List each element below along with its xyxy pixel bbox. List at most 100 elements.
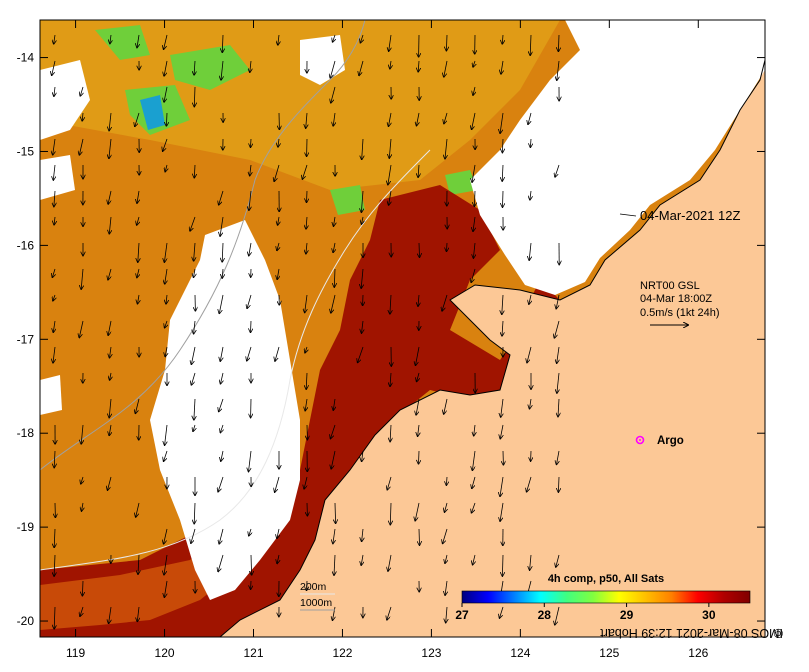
- current-vector: [54, 86, 55, 96]
- current-vector: [218, 476, 224, 492]
- current-vector: [331, 86, 336, 103]
- current-vector: [54, 190, 55, 207]
- current-vector: [137, 34, 139, 48]
- current-vector: [194, 398, 195, 420]
- current-vector: [249, 190, 251, 210]
- argo-float-icon: [635, 435, 645, 445]
- current-vector: [416, 346, 420, 365]
- current-vector: [165, 424, 167, 445]
- axis-ticks: [40, 20, 765, 637]
- current-vector: [222, 34, 223, 52]
- current-vector: [502, 294, 503, 314]
- current-vector: [53, 294, 55, 301]
- current-vector: [331, 450, 336, 469]
- current-vector: [446, 606, 447, 623]
- current-vector: [527, 346, 532, 363]
- current-vector: [362, 216, 364, 224]
- current-vector: [165, 268, 167, 284]
- current-vector: [53, 164, 55, 180]
- current-vector: [304, 476, 308, 489]
- current-vector: [473, 60, 475, 67]
- current-vector: [306, 216, 307, 229]
- current-vector: [331, 424, 336, 439]
- current-vector: [108, 476, 112, 490]
- current-vector: [335, 502, 336, 523]
- current-vector: [361, 268, 363, 288]
- current-vector: [52, 60, 56, 75]
- current-vector: [164, 450, 168, 461]
- contour-legend-deep: 1000m: [300, 597, 332, 609]
- current-vector: [557, 60, 559, 80]
- current-vector: [444, 112, 448, 124]
- current-vector: [219, 528, 224, 544]
- current-vector: [389, 138, 391, 158]
- current-vector: [221, 60, 223, 80]
- current-vector: [445, 138, 447, 159]
- current-vector: [419, 242, 420, 257]
- lat-tick-label: -20: [17, 614, 35, 628]
- current-vector: [194, 164, 195, 178]
- current-vector: [388, 164, 392, 185]
- current-vector: [221, 450, 223, 461]
- current-vector: [528, 112, 532, 124]
- current-vector: [54, 216, 55, 225]
- current-vector: [275, 476, 280, 492]
- current-vector: [417, 112, 420, 126]
- currents-time-label: 04-Mar 18:00Z: [640, 293, 712, 305]
- current-vector: [390, 60, 391, 69]
- current-vector: [446, 34, 447, 51]
- current-vector: [164, 580, 167, 597]
- current-vector: [444, 60, 448, 77]
- current-vector: [388, 554, 392, 571]
- current-vector: [362, 320, 364, 333]
- current-vector: [53, 346, 55, 363]
- depth-contour-legend: 200m 1000m: [300, 581, 335, 611]
- current-vector: [220, 424, 223, 433]
- current-vector: [277, 242, 279, 250]
- current-vector: [109, 424, 111, 435]
- current-vector: [79, 320, 84, 338]
- current-vector: [501, 398, 503, 417]
- current-vector: [334, 216, 336, 226]
- current-vector: [473, 554, 475, 565]
- current-vector: [82, 112, 83, 121]
- current-vector: [358, 346, 364, 363]
- current-vector: [81, 424, 83, 444]
- current-vector: [302, 164, 308, 179]
- current-vector: [387, 476, 392, 490]
- current-vector: [529, 294, 531, 304]
- lon-tick-label: 122: [332, 646, 352, 660]
- current-vector: [110, 34, 111, 44]
- current-vector: [502, 554, 503, 576]
- current-vector: [138, 554, 139, 574]
- current-vector: [54, 528, 55, 547]
- current-vector: [500, 112, 504, 133]
- current-vector: [333, 606, 336, 620]
- current-vector: [194, 502, 195, 524]
- current-vector: [136, 502, 140, 517]
- colorbar-title: 4h comp, p50, All Sats: [548, 573, 664, 585]
- current-vector: [558, 476, 559, 492]
- current-vector: [191, 372, 196, 385]
- current-vector: [222, 268, 223, 278]
- lat-tick-label: -18: [17, 426, 35, 440]
- current-vector: [500, 606, 504, 618]
- current-vector: [164, 528, 168, 544]
- current-vector: [500, 424, 503, 439]
- current-vector: [278, 34, 279, 45]
- current-vector: [389, 190, 391, 205]
- current-vector: [419, 528, 420, 545]
- currents-product-label: NRT00 GSL: [640, 280, 700, 292]
- longitude-labels: 119 120 121 122 123 124 125 126: [66, 646, 709, 660]
- current-vector: [81, 476, 83, 484]
- current-vector: [418, 164, 419, 177]
- current-vector: [530, 554, 531, 570]
- lat-tick-label: -15: [17, 144, 35, 158]
- current-vector: [194, 242, 195, 261]
- currents-scale-label: 0.5m/s (1kt 24h): [640, 307, 719, 319]
- current-vector: [194, 268, 196, 277]
- colorbar-tick-label: 27: [455, 608, 469, 622]
- map-frame: [39, 19, 766, 638]
- current-vector: [81, 268, 83, 289]
- current-vector: [54, 606, 55, 629]
